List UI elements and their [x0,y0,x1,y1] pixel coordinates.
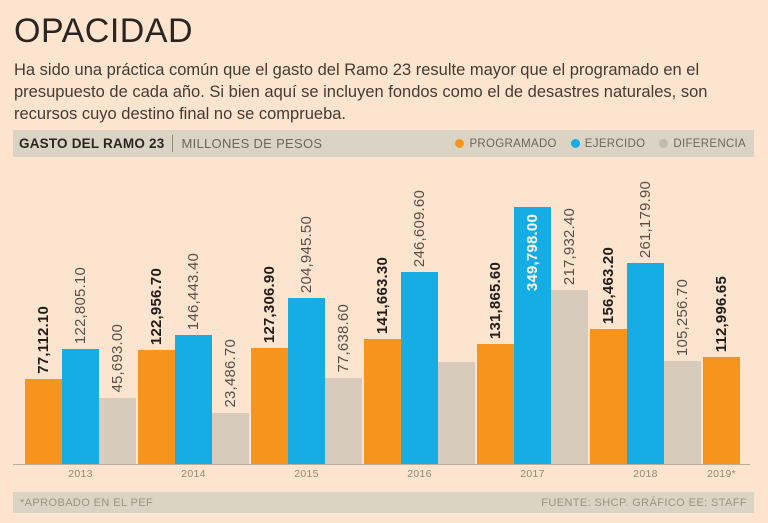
chart-header-bar: GASTO DEL RAMO 23 MILLONES DE PESOS PROG… [13,130,754,157]
legend-item-ejercido: EJERCIDO [570,137,646,150]
chart-units-label: MILLONES DE PESOS [181,136,323,151]
bar-ejercido-2014 [175,335,212,465]
value-label-programado-2017: 131,865.60 [486,261,504,339]
legend: PROGRAMADO EJERCIDO DIFERENCIA [455,138,746,150]
legend-dot-icon [570,139,580,148]
bar-programado-2016 [364,339,401,465]
x-axis-line [13,464,750,465]
bar-programado-2014 [138,350,175,465]
legend-label: DIFERENCIA [673,137,746,150]
value-label-ejercido-2017: 349,798.00 [523,214,541,292]
value-label-programado-2014: 122,956.70 [147,267,165,345]
x-axis-label-2019: 2019* [707,468,736,480]
bar-ejercido-2013 [62,349,99,465]
x-axis-label-2017: 2017 [520,468,545,480]
bar-ejercido-2016 [401,272,438,465]
value-label-programado-2013: 77,112.10 [34,306,52,374]
page-title: OPACIDAD [14,12,194,50]
x-axis-label-2014: 2014 [181,468,206,480]
source-credit: FUENTE: SHCP. GRÁFICO EE: STAFF [541,496,747,509]
value-label-ejercido-2018: 261,179.90 [636,180,654,258]
bar-diferencia-2015 [325,378,362,465]
value-label-programado-2016: 141,663.30 [373,256,391,334]
vertical-divider [172,135,174,152]
value-label-ejercido-2014: 146,443.40 [184,252,202,330]
bar-programado-2019* [703,357,740,465]
x-axis-label-2013: 2013 [68,468,93,480]
bar-diferencia-2016 [438,362,475,465]
value-label-diferencia-2018: 105,256.70 [673,278,691,356]
x-axis-label-2016: 2016 [407,468,432,480]
legend-item-programado: PROGRAMADO [455,138,556,150]
footer-bar: *APROBADO EN EL PEF FUENTE: SHCP. GRÁFIC… [13,492,754,513]
bar-diferencia-2014 [212,413,249,465]
legend-dot-icon [659,139,669,148]
value-label-ejercido-2016: 246,609.60 [410,189,428,267]
value-label-programado-2015: 127,306.90 [260,265,278,343]
intro-text: Ha sido una práctica común que el gasto … [14,61,708,123]
bar-programado-2018 [590,329,627,465]
value-label-diferencia-2015: 77,638.60 [334,304,352,373]
value-label-ejercido-2013: 122,805.10 [71,266,89,344]
value-label-programado-2018: 156,463.20 [599,246,617,324]
value-label-diferencia-2014: 23,486.70 [221,339,239,408]
x-axis-label-2018: 2018 [633,468,658,480]
bar-programado-2013 [25,379,62,465]
bar-programado-2015 [251,348,288,465]
value-label-programado-2019*: 112,996.65 [712,275,730,352]
x-axis-label-2015: 2015 [294,468,319,480]
bar-ejercido-2017 [514,207,551,465]
bar-diferencia-2013 [99,398,136,465]
legend-item-diferencia: DIFERENCIA [659,138,746,150]
legend-label: EJERCIDO [584,137,646,150]
chart-title: GASTO DEL RAMO 23 [19,136,165,151]
bar-diferencia-2018 [664,361,701,465]
value-label-diferencia-2013: 45,693.00 [108,324,126,393]
bar-ejercido-2018 [627,263,664,465]
value-label-diferencia-2017: 217,932.40 [560,207,578,285]
legend-dot-icon [455,139,465,148]
legend-label: PROGRAMADO [469,137,557,150]
bar-programado-2017 [477,344,514,465]
value-label-ejercido-2015: 204,945.50 [297,215,315,293]
bar-ejercido-2015 [288,298,325,465]
bar-diferencia-2017 [551,290,588,465]
footnote: *APROBADO EN EL PEF [20,496,154,509]
